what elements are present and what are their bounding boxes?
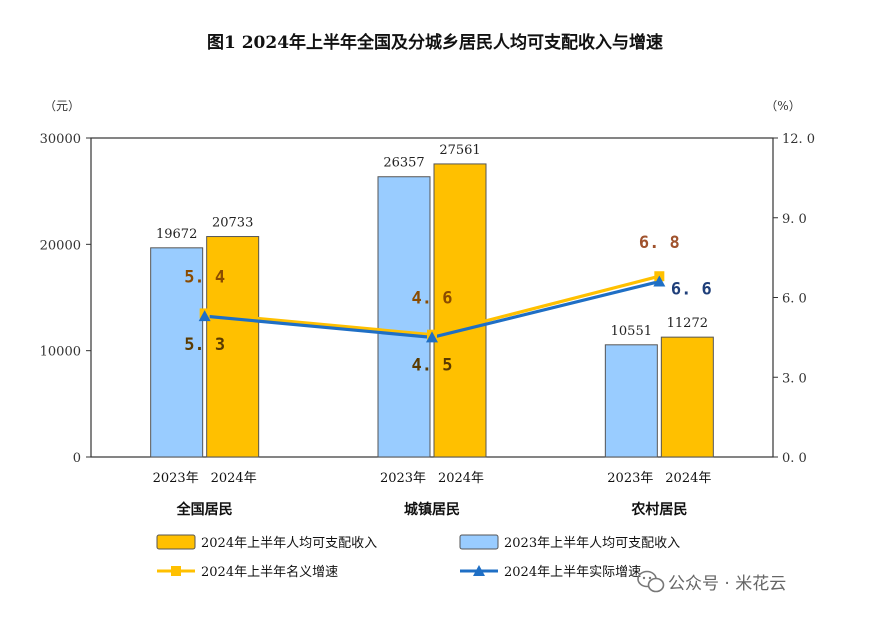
bar-2023: [150, 247, 204, 458]
bar-2024: [433, 163, 487, 458]
category-year-label: 2023年: [607, 471, 653, 486]
bar-value-label: 11272: [667, 316, 708, 331]
nominal-rate-label: 6. 8: [639, 233, 680, 253]
nominal-rate-label: 4. 6: [412, 289, 453, 309]
marker-real: [653, 275, 666, 287]
watermark-text: 公众号 · 米花云: [668, 574, 786, 594]
left-tick-label: 30000: [40, 132, 81, 147]
left-axis-unit: （元）: [44, 99, 80, 113]
rate-lines: [198, 271, 666, 343]
legend: 2024年上半年人均可支配收入 2023年上半年人均可支配收入 2024年上半年…: [156, 534, 680, 580]
legend-label-bar-2024: 2024年上半年人均可支配收入: [201, 536, 377, 551]
right-tick-label: 12. 0: [782, 132, 815, 147]
right-axis-unit: （%）: [765, 99, 800, 113]
bar-data-labels: 19672 26357 10551 20733 27561 11272: [156, 143, 708, 339]
category-name-label: 城镇居民: [404, 501, 460, 518]
marker-real: [198, 310, 211, 322]
right-tick-label: 9. 0: [782, 212, 807, 227]
right-axis-ticks: 0. 0 3. 0 6. 0 9. 0 12. 0: [773, 132, 815, 466]
left-axis-ticks: 0 10000 20000 30000: [40, 132, 91, 466]
legend-label-bar-2023: 2023年上半年人均可支配收入: [504, 536, 680, 551]
category-year-label: 2024年: [665, 471, 711, 486]
legend-marker-real: [473, 565, 485, 576]
rate-data-labels: 5. 4 4. 6 6. 8 5. 3 4. 5 6. 6: [184, 233, 712, 375]
real-rate-label: 6. 6: [671, 280, 712, 300]
bar-2024: [660, 336, 714, 458]
bar-value-label: 20733: [212, 216, 253, 231]
bar-series: [150, 163, 714, 458]
category-year-label: 2024年: [211, 471, 257, 486]
bar-value-label: 26357: [383, 156, 424, 171]
real-rate-label: 4. 5: [412, 355, 453, 375]
legend-label-line-real: 2024年上半年实际增速: [504, 565, 641, 580]
bar-value-label: 19672: [156, 227, 197, 242]
wechat-icon: [637, 570, 665, 593]
left-tick-label: 0: [73, 451, 81, 466]
category-year-label: 2023年: [153, 471, 199, 486]
nominal-rate-label: 5. 4: [184, 267, 225, 287]
bar-value-label: 27561: [439, 143, 480, 158]
bar-2024: [206, 236, 260, 458]
category-year-label: 2023年: [380, 471, 426, 486]
bar-2023: [377, 176, 431, 458]
category-year-label: 2024年: [438, 471, 484, 486]
legend-label-line-nominal: 2024年上半年名义增速: [201, 564, 338, 580]
left-tick-label: 20000: [40, 238, 81, 253]
watermark: 公众号 · 米花云: [637, 570, 786, 594]
legend-swatch-bar-2024: [156, 534, 196, 550]
marker-real: [426, 331, 438, 343]
right-tick-label: 3. 0: [782, 371, 807, 386]
legend-swatch-bar-2023: [459, 534, 499, 550]
bar-value-label: 10551: [611, 324, 652, 339]
left-tick-label: 10000: [40, 345, 81, 360]
category-name-label: 农村居民: [630, 501, 687, 518]
right-tick-label: 0. 0: [782, 451, 807, 466]
right-tick-label: 6. 0: [782, 292, 807, 307]
chart-title: 图1 2024年上半年全国及分城乡居民人均可支配收入与增速: [207, 32, 663, 53]
legend-marker-nominal: [171, 566, 181, 576]
bar-2023: [604, 344, 658, 458]
category-name-label: 全国居民: [176, 501, 233, 518]
real-rate-label: 5. 3: [184, 335, 225, 355]
